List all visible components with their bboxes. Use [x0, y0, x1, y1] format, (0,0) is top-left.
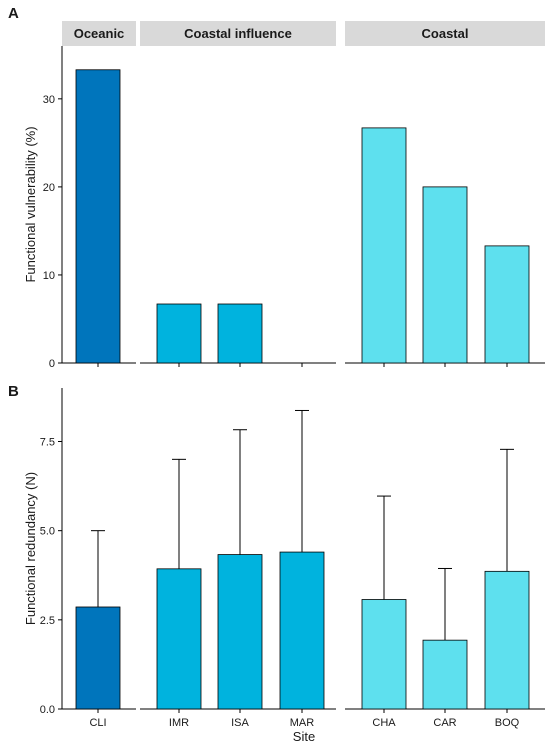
bar-imr [156, 303, 202, 364]
bar-boq [484, 245, 530, 364]
x-tick-label: CHA [372, 717, 396, 729]
bar-car [422, 639, 468, 710]
y-tick-label: 0.0 [40, 704, 55, 716]
y-tick-label: 5.0 [40, 526, 55, 538]
facet-strip-label: Oceanic [74, 26, 125, 41]
facet-strip [140, 21, 336, 46]
facet-strip-label: Coastal influence [184, 26, 292, 41]
bar-cli [75, 69, 121, 364]
panel-label: B [8, 383, 19, 400]
panel-b: B 0.0 2.5 5.0 7.5 Functional redundancy (N) CL… [8, 383, 545, 744]
y-axis-label: Functional vulnerability (%) [23, 126, 38, 282]
y-axis-label: Functional redundancy (N) [23, 472, 38, 625]
y-tick-label: 2.5 [40, 615, 55, 627]
facet-strip [62, 21, 136, 46]
y-tick-label: 20 [43, 182, 55, 194]
bar-mar [279, 551, 325, 710]
panel-label: A [8, 5, 19, 22]
y-tick-label: 0 [49, 358, 55, 370]
x-tick-label: IMR [169, 717, 189, 729]
y-tick-label: 7.5 [40, 437, 55, 449]
bar-isa [217, 554, 263, 710]
x-axis-label: Site [293, 729, 315, 744]
bar-isa [217, 303, 263, 364]
facet-strip [345, 21, 545, 46]
panel-a: A 0 10 20 30 Functional vulnerability (%) Ocea… [8, 5, 545, 370]
y-tick-label: 30 [43, 94, 55, 106]
x-tick-label: CAR [433, 717, 456, 729]
x-tick-label: MAR [290, 717, 315, 729]
bar-cha [361, 127, 407, 364]
x-tick-label: BOQ [495, 717, 520, 729]
bar-car [422, 186, 468, 364]
bar-cha [361, 599, 407, 710]
facet-strip-label: Coastal [422, 26, 469, 41]
x-tick-label: CLI [89, 717, 106, 729]
x-tick-label: ISA [231, 717, 249, 729]
y-tick-label: 10 [43, 270, 55, 282]
bar-imr [156, 568, 202, 710]
bar-boq [484, 570, 530, 710]
bar-cli [75, 606, 121, 710]
